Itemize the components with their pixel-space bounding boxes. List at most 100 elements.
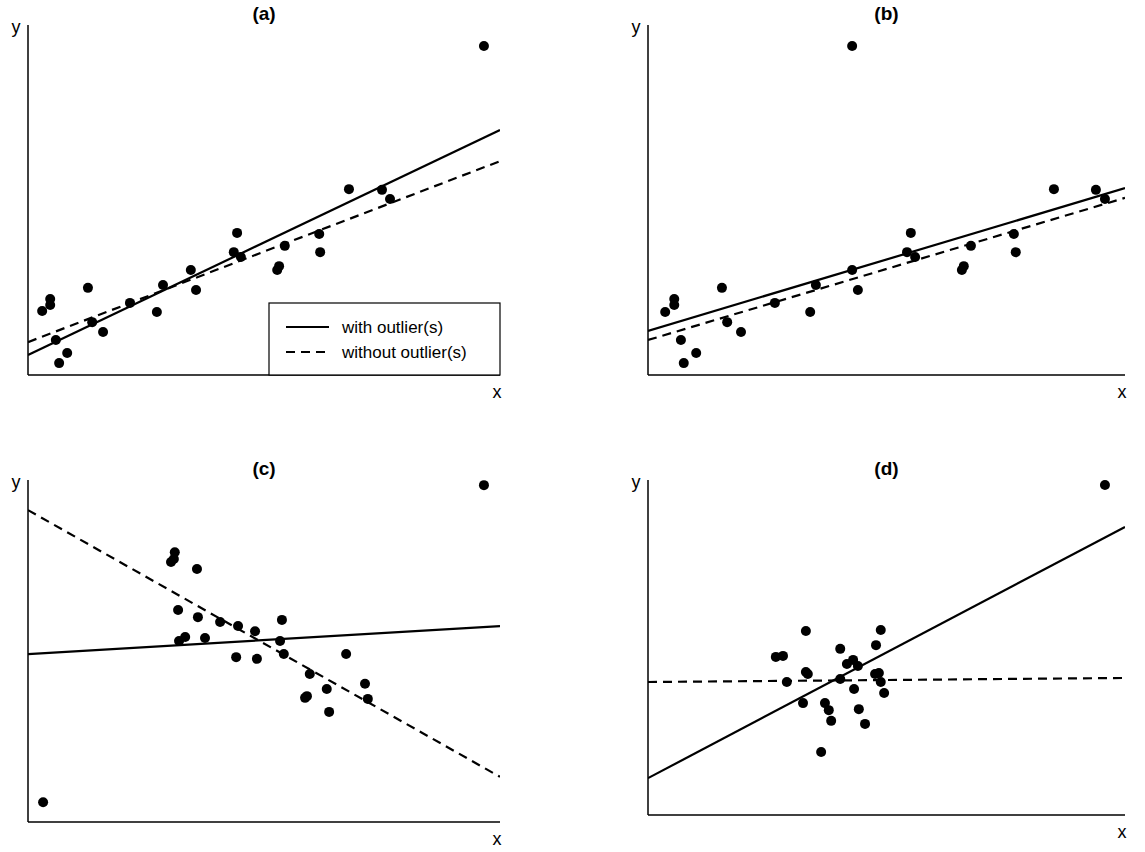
title: (c) (252, 458, 275, 479)
point (722, 317, 732, 327)
point (803, 669, 813, 679)
page: {"chart_data": [ {"type": "scatter", "ti… (0, 0, 1145, 852)
point (876, 625, 886, 635)
x-label: x (1118, 382, 1127, 402)
figure: (a) y x with outlier(s)without outlier(s) (b… (0, 0, 1145, 852)
point (826, 716, 836, 726)
y-axis (647, 480, 649, 815)
legend-label: without outlier(s) (341, 343, 467, 362)
plot-area (648, 480, 1125, 778)
point (847, 41, 857, 51)
point (45, 294, 55, 304)
point (38, 797, 48, 807)
panel: (d)yx (632, 458, 1127, 842)
point (849, 684, 859, 694)
panel: (b) y x (632, 3, 1127, 402)
regression-line (28, 130, 500, 355)
point (324, 707, 334, 717)
point (275, 636, 285, 646)
x-axis (648, 374, 1125, 376)
point (736, 327, 746, 337)
point (231, 652, 241, 662)
y-label: y (632, 17, 641, 37)
point (717, 283, 727, 293)
point (274, 261, 284, 271)
point (250, 626, 260, 636)
y-label: y (632, 472, 641, 492)
point (871, 640, 881, 650)
point (679, 358, 689, 368)
point (860, 719, 870, 729)
point (479, 41, 489, 51)
title: (d) (874, 458, 898, 479)
point (660, 307, 670, 317)
point (54, 358, 64, 368)
legend: with outlier(s)without outlier(s) (269, 303, 500, 375)
point (83, 283, 93, 293)
point (341, 649, 351, 659)
point (314, 229, 324, 239)
point (876, 677, 886, 687)
point (322, 684, 332, 694)
y-label: y (12, 472, 21, 492)
legend-swatch (286, 326, 329, 328)
point (180, 632, 190, 642)
panel: (c) y x (12, 458, 502, 849)
regression-line (648, 527, 1125, 778)
point (782, 677, 792, 687)
point (37, 306, 47, 316)
point (1011, 247, 1021, 257)
regression-line (28, 510, 500, 777)
point (232, 228, 242, 238)
title: (b) (874, 3, 898, 24)
point (959, 261, 969, 271)
point (906, 228, 916, 238)
point (277, 615, 287, 625)
point (824, 705, 834, 715)
y-axis (27, 480, 29, 822)
point (798, 698, 808, 708)
point (169, 554, 179, 564)
point (200, 633, 210, 643)
point (62, 348, 72, 358)
panel: (a)yxwith outlier(s)without outlier(s) (12, 3, 502, 402)
point (98, 327, 108, 337)
point (669, 294, 679, 304)
point (854, 704, 864, 714)
x-label: x (493, 382, 502, 402)
point (805, 307, 815, 317)
point (853, 285, 863, 295)
point (191, 285, 201, 295)
point (816, 747, 826, 757)
point (152, 307, 162, 317)
x-label: x (493, 829, 502, 849)
legend-swatch (286, 351, 329, 353)
point (193, 612, 203, 622)
y-axis (647, 25, 649, 375)
point (186, 265, 196, 275)
point (691, 348, 701, 358)
point (835, 644, 845, 654)
point (360, 679, 370, 689)
regression-line (648, 188, 1125, 331)
x-axis (28, 821, 500, 823)
point (1091, 185, 1101, 195)
title: (a) (252, 3, 275, 24)
point (215, 617, 225, 627)
point (676, 335, 686, 345)
point (879, 688, 889, 698)
point (252, 654, 262, 664)
point (192, 564, 202, 574)
point (778, 651, 788, 661)
regression-line (28, 626, 500, 654)
legend-box (269, 303, 500, 375)
point (344, 184, 354, 194)
regression-line (648, 678, 1125, 682)
plot-area (648, 41, 1125, 368)
point (315, 247, 325, 257)
plot-area (28, 480, 500, 807)
point (302, 691, 312, 701)
point (305, 669, 315, 679)
point (1100, 480, 1110, 490)
point (479, 480, 489, 490)
